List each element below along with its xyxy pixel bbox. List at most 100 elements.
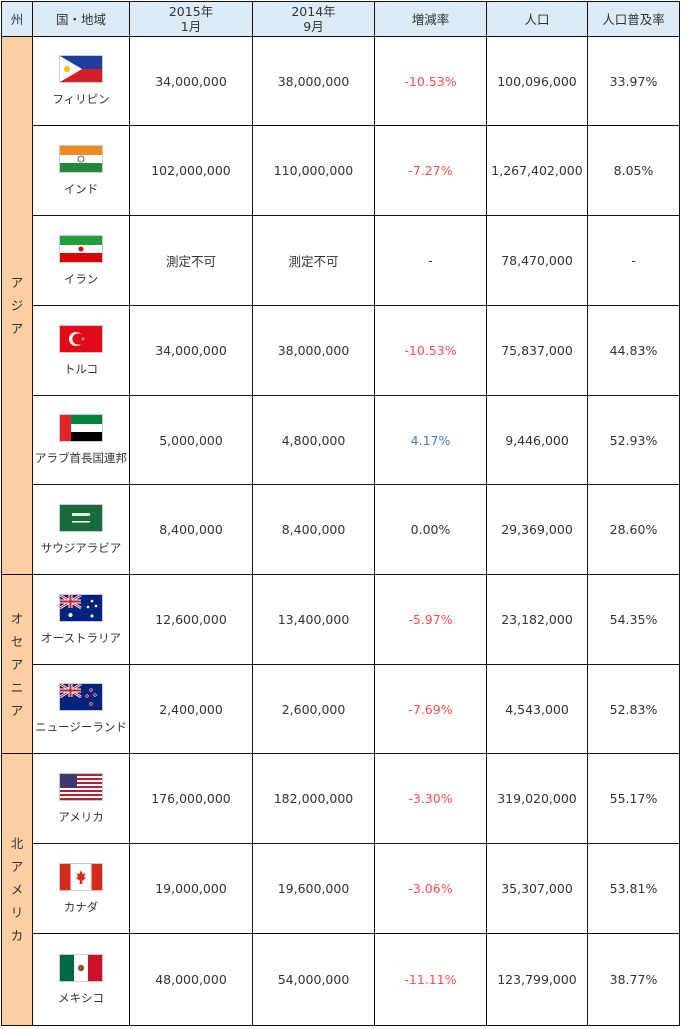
population-cell: 9,446,000 [486,395,588,485]
canada-flag [59,862,103,891]
change-rate-cell: -7.27% [374,125,487,216]
penetration-rate-cell: 54.35% [587,574,680,665]
saudi-arabia-flag [59,503,103,532]
table-row: メキシコ 48,000,000 54,000,000 -11.11% 123,799,0… [2,933,680,1026]
country-cell: フィリピン [32,36,130,126]
users-jan2015-cell: 102,000,000 [129,125,253,216]
region-char: ニ [10,679,24,695]
population-cell: 1,267,402,000 [486,125,588,216]
penetration-rate-cell: 52.83% [587,664,680,754]
penetration-rate-cell: 33.97% [587,36,680,126]
region-asia: アジア [1,36,33,575]
header-country: 国・地域 [32,1,130,37]
users-jan2015-cell: 34,000,000 [129,305,253,396]
population-cell: 319,020,000 [486,753,588,844]
table-row: オセアニアオーストラリア 12,600,000 13,400,000 -5.97% 23… [1,574,680,754]
region-char: ア [10,859,24,874]
region-char: 北 [10,836,24,851]
users-sep2014-cell: 110,000,000 [252,125,375,216]
country-cell: インド [32,125,130,216]
header-jan2015-year: 2015年 [168,4,214,19]
country-cell: ニュージーランド [32,664,130,754]
users-jan2015-cell: 48,000,000 [129,933,253,1026]
penetration-rate-cell: 53.81% [587,843,680,934]
population-cell: 78,470,000 [486,215,588,306]
change-rate-cell: -5.97% [374,574,487,665]
region-char: オ [10,610,24,626]
penetration-rate-cell: 52.93% [587,395,680,485]
table-row: サウジアラビア 8,400,000 8,400,000 0.00% 29,369,000… [2,484,680,575]
header-jan2015: 2015年 1月 [129,1,253,37]
usa-flag [59,772,103,801]
users-sep2014-cell: 8,400,000 [252,484,375,575]
users-jan2015-cell: 34,000,000 [129,36,253,126]
table-row: 北アメリカアメリカ 176,000,000 182,000,000 -3.30% 319… [1,753,680,1026]
uae-flag [59,414,103,442]
table-row: アジアフィリピン 34,000,000 38,000,000 -10.53% 100,0… [1,36,680,575]
country-cell: アラブ首長国連邦 [32,395,130,485]
penetration-rate-cell: - [587,215,680,306]
country-cell: カナダ [32,843,130,934]
penetration-rate-cell: 44.83% [587,305,680,396]
iran-flag [59,234,103,263]
change-rate-cell: 0.00% [374,484,487,575]
header-jan2015-month: 1月 [180,19,202,34]
population-cell: 23,182,000 [486,574,588,665]
country-cell: サウジアラビア [32,484,130,575]
india-flag [59,144,103,173]
change-rate-cell: -3.30% [374,753,487,844]
table-row: ニュージーランド 2,400,000 2,600,000 -7.69% 4,543,00… [2,664,680,754]
users-jan2015-cell: 176,000,000 [129,753,253,844]
new-zealand-flag [59,683,103,711]
users-sep2014-cell: 測定不可 [252,215,375,306]
mexico-flag [59,953,103,982]
users-sep2014-cell: 19,600,000 [252,843,375,934]
country-cell: アメリカ [32,753,130,844]
header-sep2014: 2014年 9月 [252,1,375,37]
change-rate-cell: 4.17% [374,395,487,485]
users-jan2015-cell: 5,000,000 [129,395,253,485]
turkey-flag [59,324,103,353]
header-region: 州 [1,1,33,37]
table-row: トルコ 34,000,000 38,000,000 -10.53% 75,837,000… [2,305,680,396]
population-cell: 123,799,000 [486,933,588,1026]
users-sep2014-cell: 38,000,000 [252,305,375,396]
users-sep2014-cell: 38,000,000 [252,36,375,126]
region-char: ジ [10,298,24,313]
change-rate-cell: - [374,215,487,306]
change-rate-cell: -3.06% [374,843,487,934]
header-sep2014-year: 2014年 [291,4,336,19]
change-rate-cell: -11.11% [374,933,487,1026]
change-rate-cell: -10.53% [374,305,487,396]
country-name: アメリカ [58,809,104,824]
table-row: イラン 測定不可 測定不可 -78,470,000- [2,215,680,306]
australia-flag [59,593,103,622]
header-row: 州 国・地域 2015年 1月 2014年 9月 増減率 人口 人口普及率 [1,1,680,37]
country-cell: イラン [32,215,130,306]
header-sep2014-month: 9月 [303,19,324,34]
region-char: ア [10,275,24,290]
region-char: セ [10,633,24,649]
header-penetration: 人口普及率 [587,1,680,37]
users-sep2014-cell: 4,800,000 [252,395,375,485]
country-name: アラブ首長国連邦 [35,451,127,465]
country-name: ニュージーランド [35,720,127,734]
country-cell: メキシコ [32,933,130,1026]
table-row: アラブ首長国連邦 5,000,000 4,800,000 4.17% 9,446,000… [2,395,680,485]
region-char: メ [10,882,24,897]
users-sep2014-cell: 54,000,000 [252,933,375,1026]
users-jan2015-cell: 12,600,000 [129,574,253,665]
country-name: トルコ [63,361,99,376]
table-row: インド 102,000,000 110,000,000 -7.27% 1,267,402… [2,125,680,216]
country-cell: オーストラリア [32,574,130,665]
country-name: フィリピン [52,92,110,106]
country-name: イラン [63,271,99,286]
region-char: カ [10,928,24,943]
header-change: 増減率 [374,1,487,37]
country-name: インド [63,181,99,196]
change-rate-cell: -10.53% [374,36,487,126]
header-population: 人口 [486,1,588,37]
population-cell: 100,096,000 [486,36,588,126]
region-char: ア [10,321,24,336]
